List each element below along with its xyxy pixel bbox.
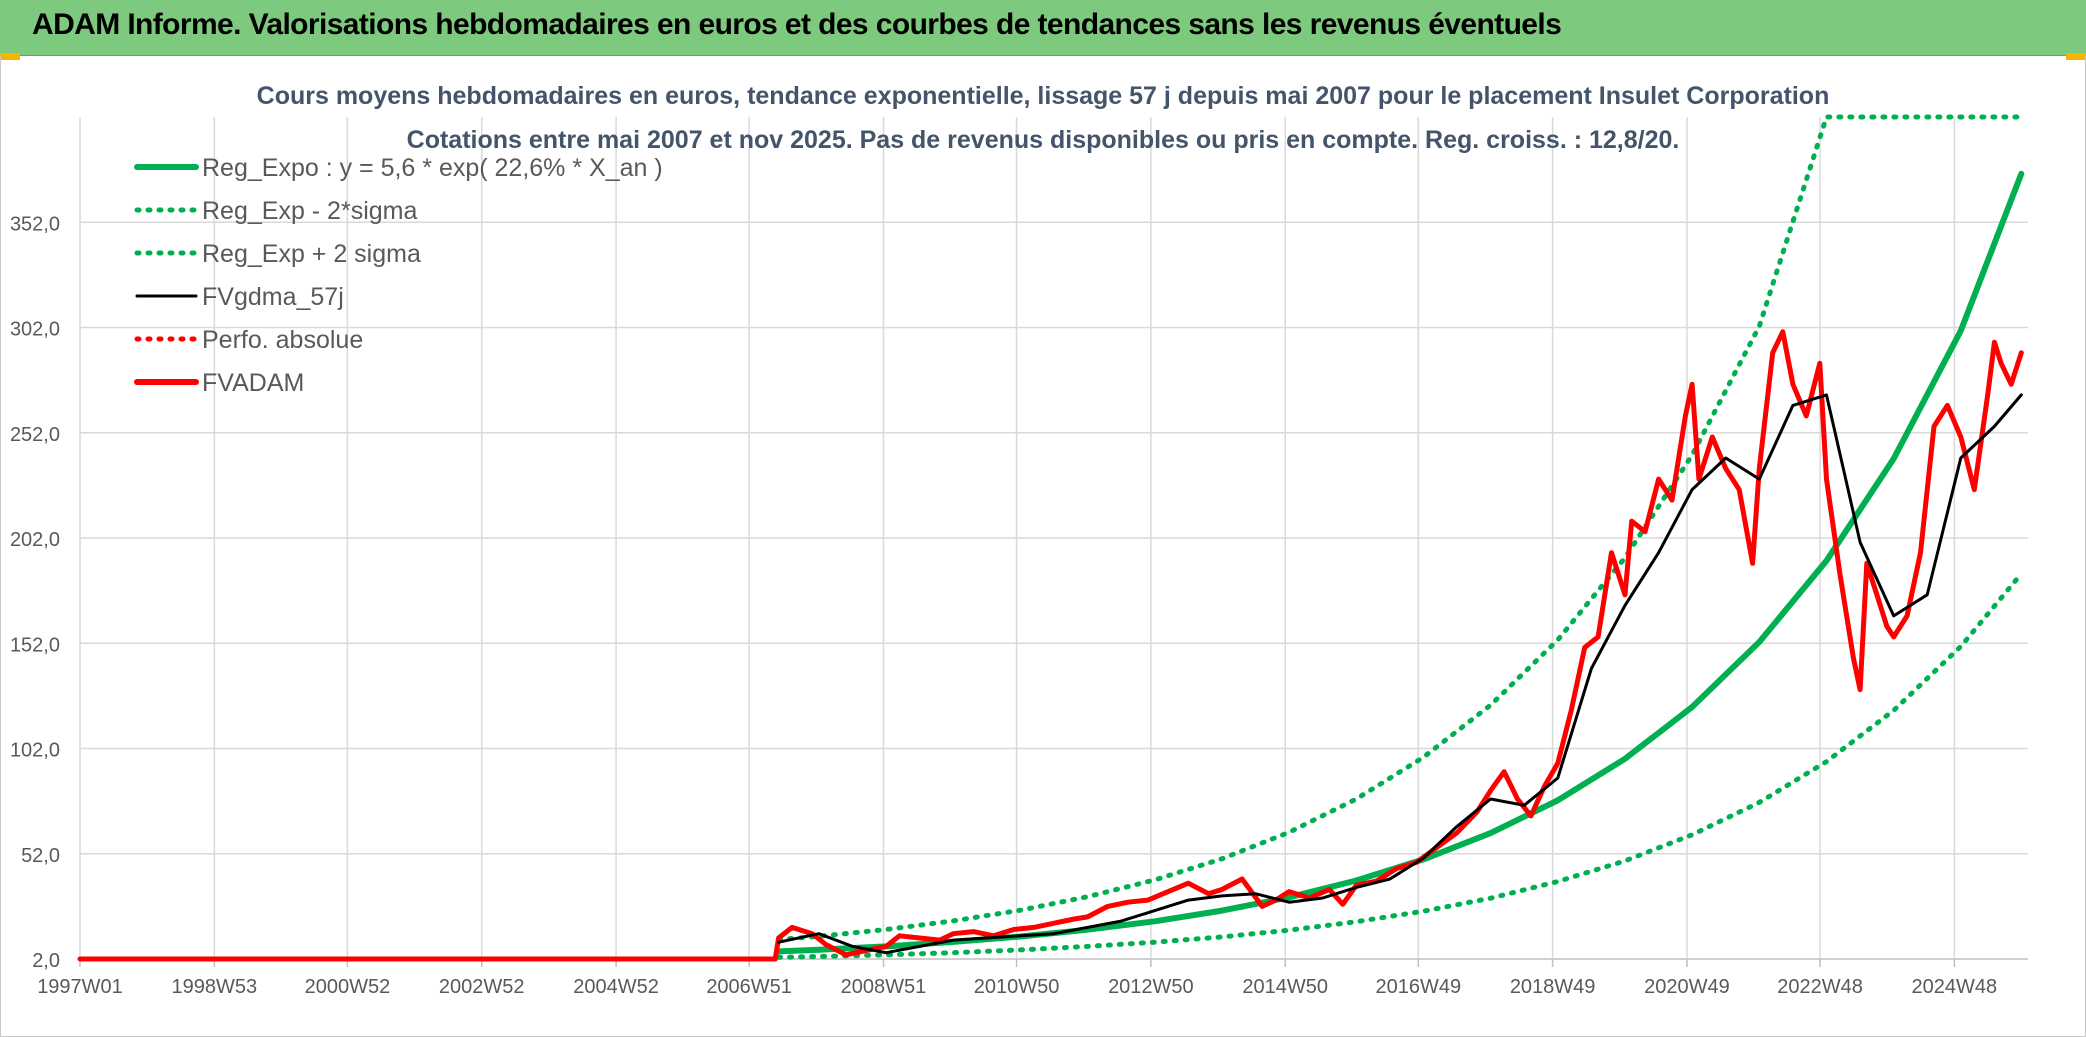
series-line-reg_exp: [776, 571, 2024, 960]
x-tick-label: 2004W52: [573, 976, 659, 998]
x-tick-label: 2022W48: [1777, 976, 1863, 998]
x-tick-label: 2018W49: [1510, 976, 1596, 998]
y-axis-ticks: 2,0 52,0 102,0 152,0 202,0 252,0 302,0 352,0: [10, 213, 60, 972]
legend-label: Perfo. absolue: [202, 326, 363, 354]
x-tick-label: 2012W50: [1108, 976, 1194, 998]
x-tick-label: 2016W49: [1375, 976, 1461, 998]
y-tick-label: 252,0: [10, 424, 60, 446]
banner-corner-left: [0, 53, 20, 60]
y-tick-label: 302,0: [10, 319, 60, 341]
report-title: ADAM Informe. Valorisations hebdomadaire…: [32, 8, 1562, 41]
legend-label: FVADAM: [202, 369, 304, 397]
y-tick-label: 102,0: [10, 740, 60, 762]
series-line-reg_exp: [776, 114, 2024, 943]
x-axis-ticks: 1997W01 1998W53 2000W52 2002W52 2004W52 2006W…: [37, 976, 1997, 998]
x-tick-label: 2006W51: [706, 976, 792, 998]
x-tick-label: 1997W01: [37, 976, 123, 998]
report-banner: ADAM Informe. Valorisations hebdomadaire…: [0, 0, 2086, 56]
legend-label: Reg_Exp - 2*sigma: [202, 197, 417, 225]
legend-label: FVgdma_57j: [202, 283, 344, 311]
chart-grid: [79, 117, 2028, 967]
chart-title: Cours moyens hebdomadaires en euros, ten…: [257, 82, 1830, 110]
chart-legend: Reg_Expo : y = 5,6 * exp( 22,6% * X_an )…: [134, 154, 663, 397]
x-tick-label: 2010W50: [974, 976, 1060, 998]
x-tick-label: 2014W50: [1242, 976, 1328, 998]
y-tick-label: 152,0: [10, 634, 60, 656]
y-tick-label: 202,0: [10, 529, 60, 551]
legend-label: Reg_Expo : y = 5,6 * exp( 22,6% * X_an ): [202, 154, 663, 182]
y-tick-label: 52,0: [21, 845, 60, 867]
chart-area: Cours moyens hebdomadaires en euros, ten…: [10, 82, 2028, 998]
series-line-fvgdma_57j: [777, 393, 2023, 955]
x-tick-label: 2002W52: [439, 976, 525, 998]
chart-subtitle: Cotations entre mai 2007 et nov 2025. Pa…: [407, 126, 1680, 154]
y-tick-label: 2,0: [32, 950, 60, 972]
series-line-fvadam: [77, 329, 2024, 962]
banner-corner-right: [2066, 53, 2086, 60]
x-tick-label: 2008W51: [841, 976, 927, 998]
x-tick-label: 2000W52: [305, 976, 391, 998]
x-tick-label: 2020W49: [1644, 976, 1730, 998]
x-tick-label: 1998W53: [172, 976, 258, 998]
x-tick-label: 2024W48: [1912, 976, 1998, 998]
series-line-reg_expo: [775, 170, 2025, 955]
y-tick-label: 352,0: [10, 213, 60, 235]
chart-series: [77, 114, 2025, 962]
legend-label: Reg_Exp + 2 sigma: [202, 240, 421, 268]
